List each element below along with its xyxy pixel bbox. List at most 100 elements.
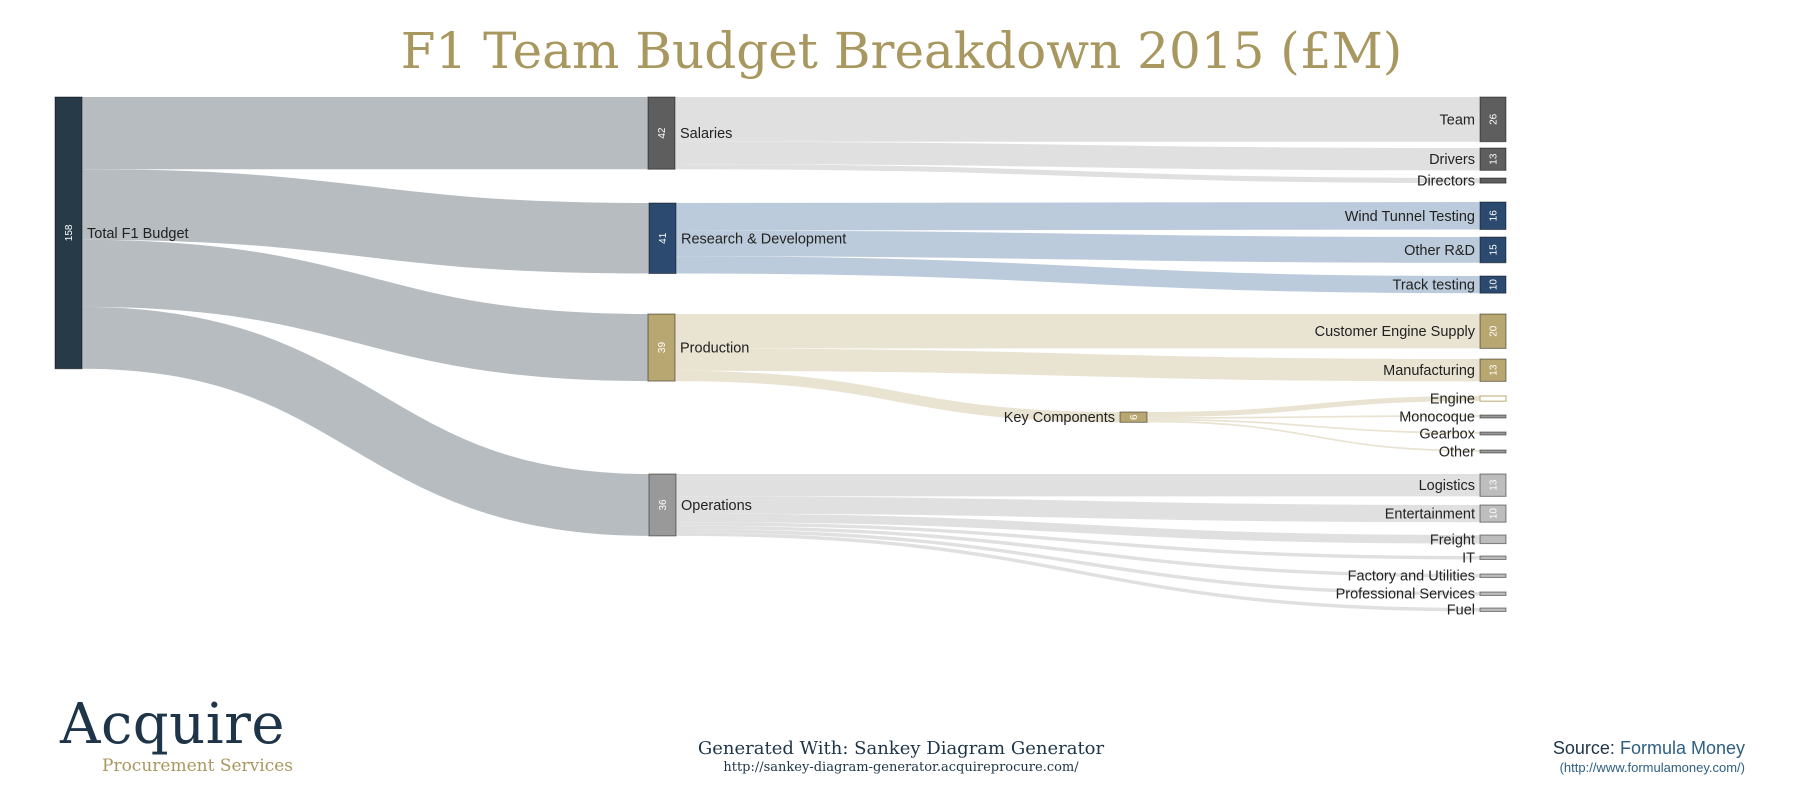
link-operations-to-entertainment [675, 496, 1481, 523]
sankey-diagram: 158 Total F1 Budget 42 Salaries 41 Research &… [54, 96, 1507, 619]
link-operations-to-freight [675, 513, 1481, 544]
link-rnd-to-wind_tunnel [675, 202, 1481, 231]
labels-layer: 158 Total F1 Budget 42 Salaries 41 Research &… [64, 112, 1500, 618]
node-label-directors: Directors [1417, 174, 1475, 190]
node-label-it: IT [1462, 551, 1475, 567]
links-layer [81, 96, 1481, 612]
node-label-rnd: Research & Development [681, 231, 846, 247]
node-customer-engine[interactable] [1479, 313, 1507, 349]
node-wind-tunnel[interactable] [1479, 201, 1507, 231]
link-production-to-manufacturing [674, 348, 1481, 382]
node-value-production: 39 [657, 342, 668, 354]
logo-subtitle: Procurement Services [102, 756, 294, 776]
generator-credit: Generated With: Sankey Diagram Generator… [601, 738, 1201, 775]
node-label-operations: Operations [681, 498, 752, 514]
nodes-layer [54, 96, 1507, 612]
node-value-manufacturing: 13 [1489, 364, 1500, 376]
node-label-wind-tunnel: Wind Tunnel Testing [1345, 209, 1475, 225]
source-name[interactable]: Formula Money [1619, 738, 1745, 758]
node-other-kc[interactable] [1479, 449, 1507, 454]
link-operations-to-factory [675, 525, 1481, 578]
node-manufacturing[interactable] [1479, 358, 1507, 382]
node-value-wind-tunnel: 16 [1489, 210, 1500, 222]
link-operations-to-it [675, 522, 1481, 560]
node-label-other-kc: Other [1439, 445, 1475, 461]
link-operations-to-fuel [675, 532, 1481, 612]
node-monocoque[interactable] [1479, 414, 1507, 419]
node-value-other-rnd: 15 [1489, 244, 1500, 256]
node-label-professional: Professional Services [1336, 587, 1475, 603]
node-value-team: 26 [1489, 113, 1500, 125]
node-value-entertainment: 10 [1489, 508, 1500, 520]
source-url[interactable]: (http://www.formulamoney.com/) [1559, 760, 1745, 775]
node-value-salaries: 42 [657, 127, 668, 139]
link-key_components-to-engine [1146, 396, 1481, 418]
node-directors[interactable] [1479, 177, 1507, 184]
node-team[interactable] [1479, 96, 1507, 143]
link-rnd-to-track_testing [675, 256, 1481, 294]
chart-title: F1 Team Budget Breakdown 2015 (£M) [400, 22, 1403, 80]
node-fuel[interactable] [1479, 607, 1507, 612]
node-freight[interactable] [1479, 534, 1507, 545]
node-engine[interactable] [1479, 395, 1507, 402]
link-key_components-to-other_kc [1146, 420, 1481, 452]
generator-credit-line: Generated With: Sankey Diagram Generator [697, 738, 1105, 759]
node-label-team: Team [1440, 112, 1475, 128]
node-factory[interactable] [1479, 573, 1507, 578]
node-total[interactable] [54, 96, 83, 370]
generator-url[interactable]: http://sankey-diagram-generator.acquirep… [723, 760, 1079, 775]
node-label-engine: Engine [1430, 392, 1475, 408]
source-credit: Source: Formula Money (http://www.formul… [1553, 738, 1745, 775]
node-value-total: 158 [64, 224, 75, 241]
node-value-drivers: 13 [1489, 153, 1500, 165]
source-prefix: Source: [1552, 738, 1615, 758]
link-key_components-to-gearbox [1146, 418, 1481, 434]
node-gearbox[interactable] [1479, 431, 1507, 436]
link-operations-to-professional [675, 529, 1481, 596]
node-key-components[interactable] [1119, 411, 1148, 423]
node-entertainment[interactable] [1479, 504, 1507, 523]
link-total-to-production [81, 239, 649, 382]
node-salaries[interactable] [647, 96, 676, 170]
node-label-key-components: Key Components [1004, 410, 1115, 426]
node-label-factory: Factory and Utilities [1348, 569, 1475, 585]
node-label-entertainment: Entertainment [1385, 507, 1475, 523]
node-label-other-rnd: Other R&D [1404, 243, 1475, 259]
node-logistics[interactable] [1479, 473, 1507, 497]
node-label-freight: Freight [1430, 532, 1475, 548]
source-credit-line: Source: Formula Money [1553, 738, 1745, 759]
node-label-track-testing: Track testing [1393, 278, 1475, 294]
node-it[interactable] [1479, 555, 1507, 560]
node-production[interactable] [647, 313, 676, 382]
node-value-track-testing: 10 [1489, 279, 1500, 291]
link-salaries-to-directors [674, 164, 1481, 184]
node-label-production: Production [680, 341, 749, 357]
node-label-manufacturing: Manufacturing [1383, 363, 1475, 379]
node-operations[interactable] [648, 473, 677, 537]
link-salaries-to-drivers [674, 141, 1481, 171]
node-label-total: Total F1 Budget [87, 226, 189, 242]
node-value-customer-engine: 20 [1489, 325, 1500, 337]
node-value-key-components: 6 [1129, 414, 1140, 420]
node-other-rnd[interactable] [1479, 236, 1507, 264]
node-label-logistics: Logistics [1419, 478, 1475, 494]
node-value-operations: 36 [658, 499, 669, 511]
node-track-testing[interactable] [1479, 275, 1507, 294]
node-professional[interactable] [1479, 591, 1507, 596]
node-rnd[interactable] [648, 202, 677, 275]
node-label-customer-engine: Customer Engine Supply [1315, 324, 1476, 340]
acquire-logo: Acquire Procurement Services [60, 694, 300, 794]
link-total-to-operations [81, 306, 650, 536]
node-label-fuel: Fuel [1447, 603, 1475, 619]
node-drivers[interactable] [1479, 147, 1507, 171]
link-production-to-key_components [674, 370, 1121, 423]
node-value-rnd: 41 [658, 232, 669, 244]
node-value-logistics: 13 [1489, 479, 1500, 491]
node-label-salaries: Salaries [680, 126, 732, 142]
logo-wordmark: Acquire [60, 692, 286, 757]
node-label-gearbox: Gearbox [1419, 427, 1475, 443]
node-label-drivers: Drivers [1429, 152, 1475, 168]
link-rnd-to-other_rnd [675, 230, 1481, 263]
node-label-monocoque: Monocoque [1399, 410, 1475, 426]
link-key_components-to-monocoque [1146, 415, 1481, 419]
